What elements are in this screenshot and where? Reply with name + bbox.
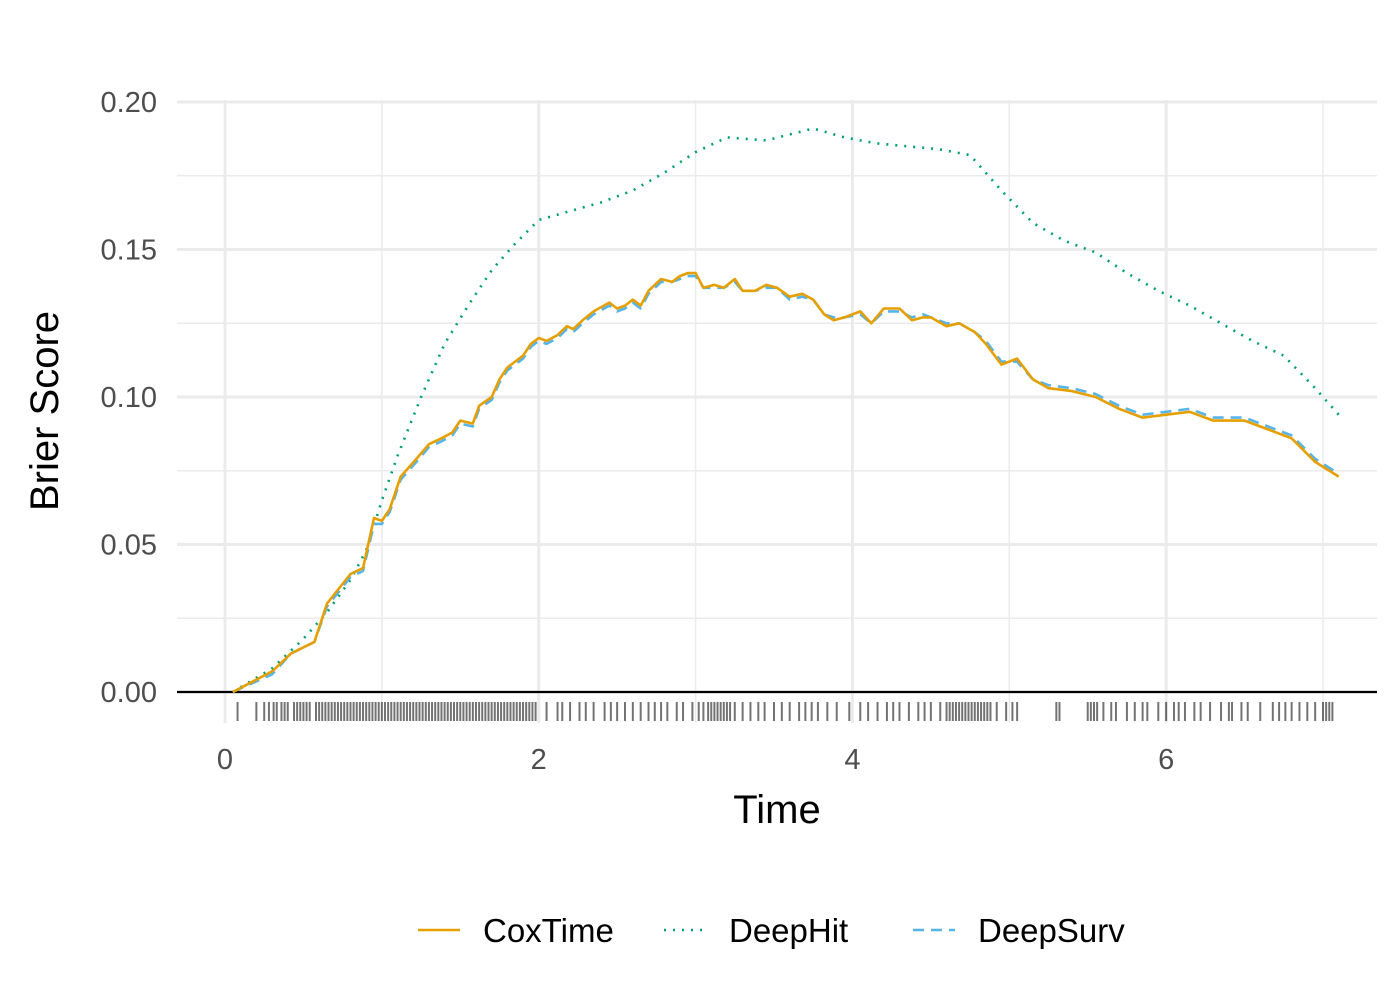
series-line-coxtime — [232, 271, 1340, 694]
y-tick-label: 0.10 — [101, 382, 157, 414]
legend-label: CoxTime — [483, 912, 614, 949]
y-axis-title: Brier Score — [23, 311, 67, 511]
x-tick-label: 6 — [1158, 744, 1174, 776]
legend-item-deephit: DeepHit — [664, 912, 848, 949]
y-axis-ticks: 0.00 0.05 0.10 0.15 0.20 — [101, 87, 157, 709]
x-tick-label: 2 — [531, 744, 547, 776]
x-axis-title: Time — [733, 788, 820, 832]
series-line-deepsurv — [232, 274, 1340, 694]
y-tick-label: 0.00 — [101, 677, 157, 709]
y-tick-label: 0.20 — [101, 87, 157, 119]
legend-label: DeepHit — [729, 912, 848, 949]
legend-item-deepsurv: DeepSurv — [913, 912, 1125, 949]
x-tick-label: 0 — [217, 744, 233, 776]
x-axis-ticks: 0 2 4 6 — [217, 744, 1174, 776]
legend: CoxTime DeepHit DeepSurv — [418, 912, 1125, 949]
y-tick-label: 0.05 — [101, 530, 157, 562]
x-tick-label: 4 — [844, 744, 860, 776]
y-tick-label: 0.15 — [101, 235, 157, 267]
legend-item-coxtime: CoxTime — [418, 912, 614, 949]
rug-plot — [236, 702, 1334, 721]
series-line-deephit — [232, 127, 1340, 694]
series-layer — [232, 127, 1340, 694]
legend-label: DeepSurv — [978, 912, 1125, 949]
